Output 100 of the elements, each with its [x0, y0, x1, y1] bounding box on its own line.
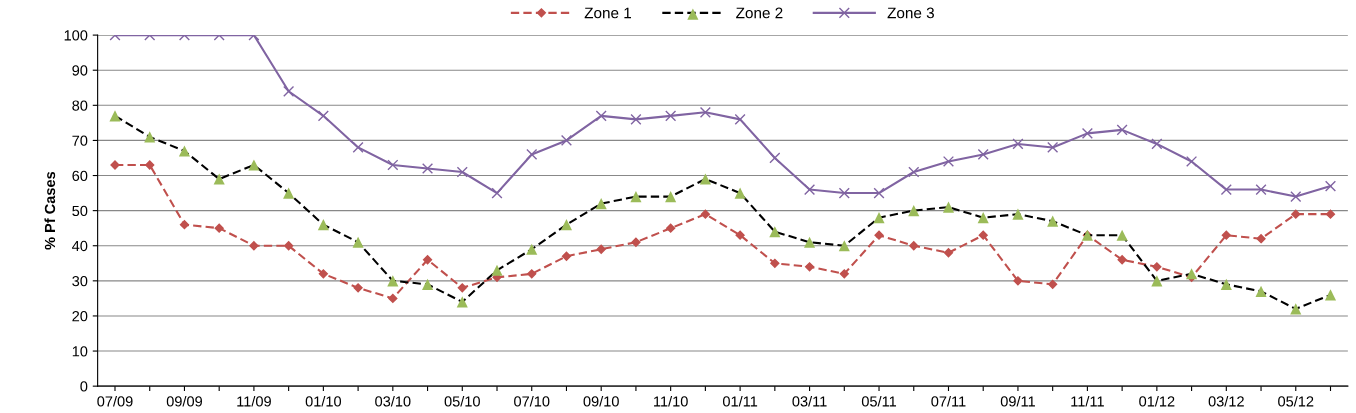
y-tick-label: 60 — [72, 170, 88, 181]
point — [248, 159, 260, 171]
point — [1256, 234, 1266, 244]
point — [561, 251, 572, 261]
point — [734, 187, 746, 199]
point — [457, 283, 467, 293]
point — [353, 283, 363, 293]
point — [630, 113, 642, 125]
point — [1116, 229, 1128, 241]
point — [977, 148, 989, 161]
point — [1255, 184, 1267, 196]
point — [1047, 215, 1059, 227]
point — [942, 201, 955, 213]
point — [908, 166, 920, 178]
x-tick-label: 09/09 — [166, 395, 203, 407]
x-tick-label: 01/11 — [722, 395, 758, 407]
point — [527, 269, 537, 279]
point — [804, 262, 815, 272]
point — [1186, 268, 1198, 280]
x-tick-label: 07/10 — [514, 395, 550, 407]
x-tick-label: 03/12 — [1208, 395, 1244, 407]
x-tick-label: 01/12 — [1139, 395, 1175, 407]
point — [1081, 127, 1093, 139]
point — [456, 166, 468, 178]
point — [1012, 208, 1024, 220]
x-tick-label: 09/10 — [583, 395, 619, 407]
y-tick-label: 30 — [72, 275, 88, 287]
point — [178, 145, 191, 157]
point — [388, 293, 398, 304]
point — [526, 148, 538, 161]
x-tick-label: 01/10 — [305, 395, 342, 407]
point — [873, 187, 885, 199]
x-tick-label: 07/09 — [97, 395, 133, 407]
point — [1048, 279, 1058, 289]
point — [595, 198, 607, 210]
y-axis-title: % Pf Cases — [44, 171, 56, 250]
point — [421, 162, 434, 175]
point — [422, 278, 434, 290]
x-tick-label: 11/10 — [654, 395, 688, 407]
point — [735, 230, 745, 240]
point — [1221, 230, 1231, 240]
y-tick-label: 100 — [64, 30, 88, 41]
point — [1186, 155, 1198, 168]
point — [318, 269, 328, 279]
point — [804, 184, 816, 196]
point — [1013, 276, 1023, 286]
y-tick-label: 80 — [72, 100, 88, 111]
point — [213, 173, 225, 185]
x-tick-label: 05/10 — [444, 395, 480, 407]
point — [804, 236, 816, 248]
x-tick-label: 11/09 — [237, 395, 271, 407]
point — [1290, 191, 1302, 203]
point — [560, 134, 573, 146]
point — [595, 110, 607, 122]
point — [283, 85, 295, 97]
x-tick-label: 07/11 — [931, 395, 966, 407]
point — [560, 219, 573, 231]
legend-label: Zone 3 — [887, 7, 934, 19]
y-tick-label: 70 — [72, 135, 88, 146]
point — [596, 244, 606, 254]
point — [1151, 138, 1163, 150]
x-tick-label: 05/11 — [861, 395, 897, 407]
point — [1047, 141, 1059, 153]
point — [665, 191, 677, 203]
point — [699, 106, 711, 118]
point — [526, 243, 538, 255]
y-tick-label: 20 — [72, 311, 88, 322]
point — [352, 141, 364, 153]
point — [317, 110, 329, 122]
y-tick-label: 90 — [72, 65, 88, 76]
point — [631, 237, 641, 247]
x-tick-label: 03/10 — [375, 395, 411, 407]
x-tick-label: 11/11 — [1071, 395, 1104, 407]
point — [942, 155, 955, 168]
point — [734, 113, 746, 125]
point — [770, 258, 780, 268]
point — [943, 248, 954, 258]
point — [838, 187, 850, 199]
point — [1220, 278, 1232, 290]
point — [1291, 209, 1301, 219]
point — [769, 152, 781, 164]
point — [352, 236, 364, 248]
point — [179, 220, 190, 230]
point — [699, 173, 711, 185]
legend-label: Zone 2 — [736, 7, 783, 19]
point — [317, 219, 329, 231]
point — [214, 223, 224, 233]
point — [700, 209, 711, 219]
point — [839, 269, 849, 279]
point — [873, 212, 885, 224]
point — [665, 110, 677, 122]
point — [1324, 289, 1337, 301]
point — [249, 241, 259, 251]
point — [491, 264, 503, 276]
y-tick-label: 10 — [72, 346, 88, 357]
point — [1325, 209, 1336, 219]
point — [1255, 285, 1267, 297]
point — [1152, 262, 1162, 272]
point — [874, 230, 884, 240]
y-tick-label: 0 — [80, 381, 88, 392]
